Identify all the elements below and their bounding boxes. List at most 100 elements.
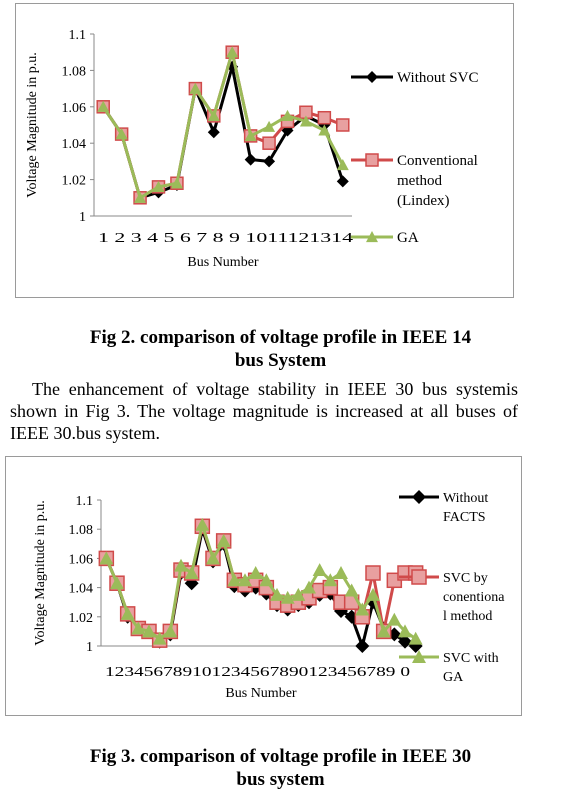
data-point [99,551,114,565]
legend-label: SVC by [443,571,488,586]
y-tick-label: 1.02 [69,611,94,626]
data-point [336,159,349,171]
data-point [262,136,276,150]
y-axis-label: Voltage Magnitude in p.u. [33,500,48,646]
data-point [355,639,370,653]
legend-entry: Without FACTS [399,490,488,525]
legend-label: Without [443,491,488,506]
y-axis-label: Voltage Magnitude in p.u. [25,52,40,198]
x-axis-label: Bus Number [187,255,259,270]
data-point [365,565,381,581]
data-point [248,566,263,579]
legend-label: SVC with [443,651,499,666]
x-tick-labels: 1 2 3 4 5 6 7 8 9 1011121314 [98,231,353,246]
x-tick-labels: 123456789101234567890123456789 0 [105,665,410,680]
legend-entry: Without SVC [351,70,479,86]
series-line [101,51,345,201]
legend-label: GA [397,230,419,246]
data-point [387,612,402,626]
figure-2-caption-line-2: bus System [234,350,327,371]
data-point [336,118,350,132]
data-point [323,573,338,587]
data-point [152,631,167,645]
legend-label: conentiona [443,590,505,605]
data-point [184,576,199,591]
data-point [227,573,242,587]
data-point [207,109,220,121]
data-point [317,110,332,125]
y-tick-label: 1.04 [69,582,94,597]
legend-label: GA [443,670,464,685]
data-point [270,587,284,601]
data-point [134,191,147,203]
data-point [244,129,257,142]
data-point [302,580,316,594]
y-tick-label: 1.08 [69,523,94,538]
chart-ieee14: 1 1.02 1.04 1.06 1.08 1.1 1 2 3 4 5 6 7 8 9 10… [25,28,479,270]
y-tick-label: 1.04 [62,137,87,152]
legend-label: FACTS [443,510,486,525]
y-tick-label: 1 [79,210,86,225]
data-point [291,587,306,601]
data-point [398,624,412,638]
y-tick-label: 1.02 [62,174,87,189]
figure-3-caption-line-2: bus system [236,769,325,790]
legend-label: method [397,173,442,189]
legend-marker [412,650,426,663]
legend-marker [366,231,378,243]
data-point [336,175,349,188]
data-point [206,551,220,565]
data-point [238,573,252,587]
data-point [226,46,239,58]
chart-ieee30-frame: 1 1.02 1.04 1.06 1.08 1.1 12345678910123456789… [5,456,522,716]
data-point [170,177,183,189]
legend-marker [412,490,426,504]
data-point [120,606,135,620]
data-point [280,590,295,604]
data-point [195,517,210,531]
series-triangle [97,46,349,203]
legend-label: Without SVC [397,70,479,86]
data-point [184,566,199,579]
legend-entry: Conventional method (Lindex) [351,153,478,209]
data-point [299,115,312,127]
data-point [355,602,370,616]
data-point [207,126,220,139]
data-point [115,128,128,140]
legend-marker [365,153,379,167]
legend-entry: SVC with GA [399,650,499,685]
data-point [376,624,391,638]
data-point [281,109,294,121]
data-point [263,120,276,132]
chart-ieee14-frame: 1 1.02 1.04 1.06 1.08 1.1 1 2 3 4 5 6 7 8 9 10… [15,3,514,298]
data-point [244,153,257,166]
legend-entry: SVC by conentiona l method [399,569,505,624]
figure-3-caption: Fig 3. comparison of voltage profile in … [0,745,561,791]
chart-ieee30: 1 1.02 1.04 1.06 1.08 1.1 12345678910123456789… [33,490,505,701]
data-point [366,587,380,601]
data-point [97,100,110,112]
figure-2-caption-line-1: Fig 2. comparison of voltage profile in … [89,327,472,348]
data-point [174,558,188,572]
x-axis-label: Bus Number [225,686,297,701]
body-paragraph: The enhancement of voltage stability in … [10,379,518,443]
legend-marker [411,569,427,585]
y-tick-label: 1.06 [62,101,87,116]
data-point [318,124,331,136]
data-point [312,563,327,577]
data-point [163,624,178,638]
legend-marker [366,71,378,83]
data-point [259,573,274,587]
legend-label: Conventional [397,153,478,169]
data-point [142,624,156,638]
data-point [131,621,146,635]
data-point [216,533,231,547]
data-point [152,180,165,192]
data-point [263,155,276,168]
figure-3-caption-line-1: Fig 3. comparison of voltage profile in … [89,746,472,767]
data-point [334,566,348,579]
legend-entry: GA [351,230,419,246]
data-point [408,631,423,645]
series-triangle [99,517,423,645]
figure-2-caption: Fig 2. comparison of voltage profile in … [0,326,561,372]
